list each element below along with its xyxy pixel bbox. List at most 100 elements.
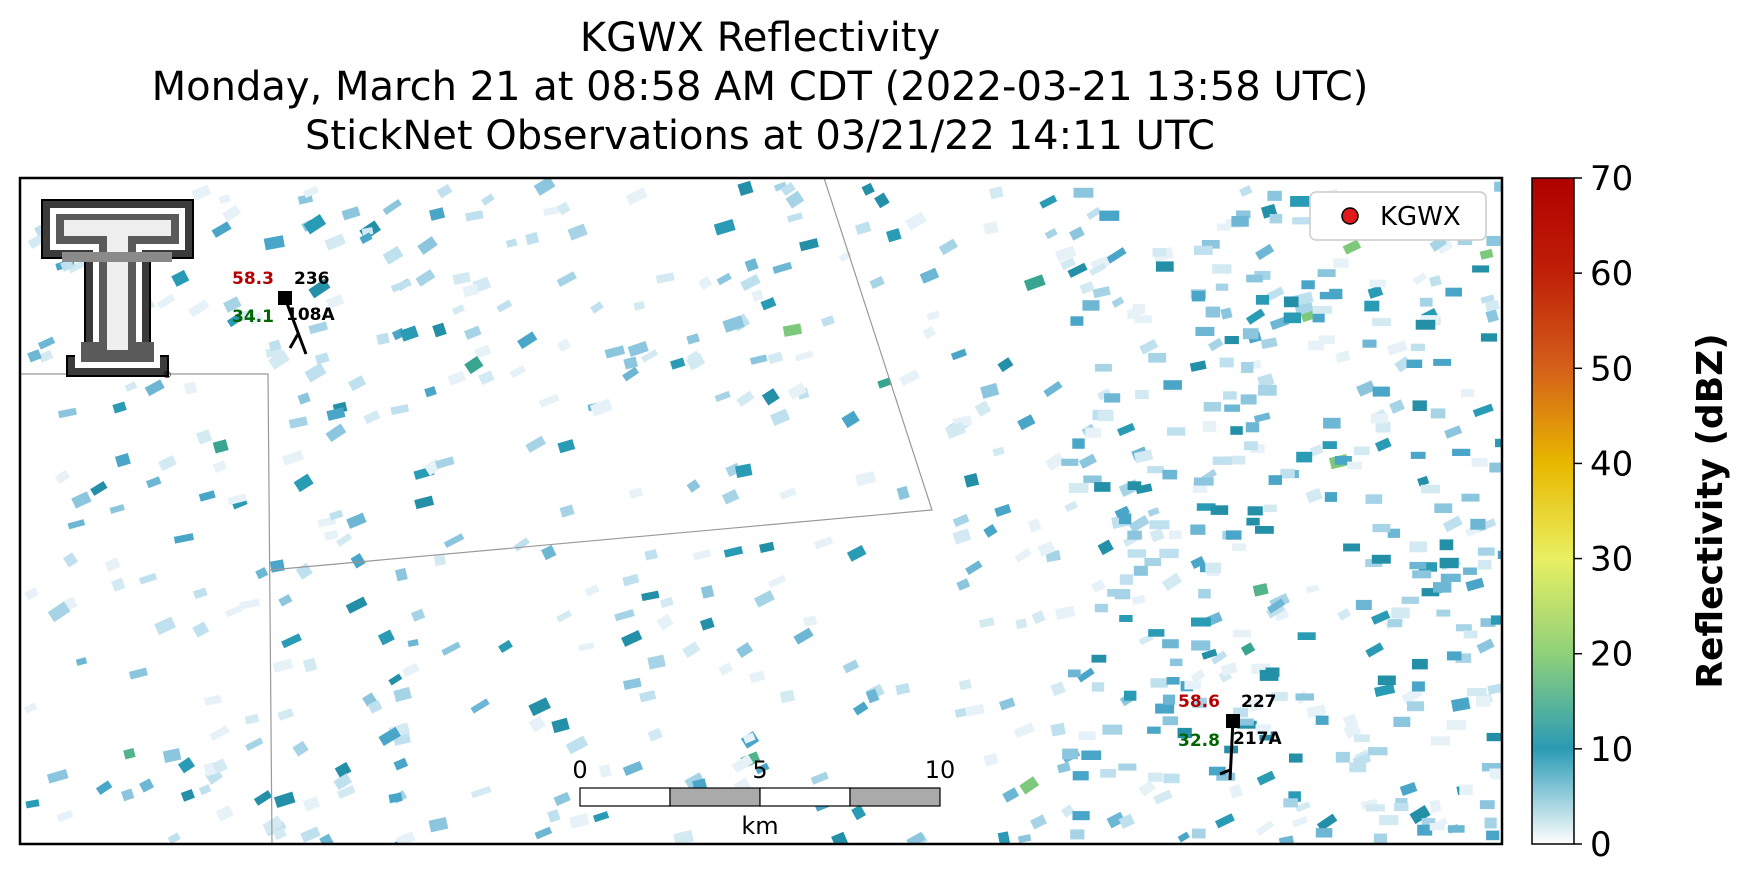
echo-pixel: [1201, 648, 1218, 660]
echo-pixel: [767, 351, 784, 365]
echo-pixel: [263, 235, 285, 251]
echo-pixel: [1418, 562, 1437, 572]
echo-pixel: [556, 610, 572, 623]
echo-pixel: [1354, 446, 1370, 456]
echo-pixel: [831, 831, 849, 844]
echo-pixel: [223, 296, 242, 313]
echo-pixel: [851, 804, 867, 821]
echo-pixel: [749, 354, 768, 365]
echo-pixel: [1144, 558, 1161, 566]
echo-pixel: [737, 180, 754, 196]
echo-pixel: [1420, 315, 1439, 323]
station-217a-temperature: 58.6: [1178, 692, 1220, 712]
echo-pixel: [1258, 384, 1277, 396]
echo-pixel: [505, 238, 518, 248]
echo-pixel: [1288, 791, 1301, 802]
echo-pixel: [1069, 226, 1085, 241]
echo-pixel: [382, 198, 402, 215]
echo-pixel: [273, 791, 296, 809]
station-108a-id: 108A: [286, 305, 335, 325]
echo-pixel: [1412, 272, 1428, 285]
echo-pixel: [443, 533, 465, 549]
echo-pixel: [341, 206, 361, 221]
echo-pixel: [1177, 831, 1190, 843]
echo-pixel: [1412, 400, 1427, 411]
echo-pixel: [698, 275, 713, 290]
echo-pixel: [622, 366, 640, 382]
echo-pixel: [647, 727, 663, 742]
echo-pixel: [623, 356, 638, 370]
echo-pixel: [1149, 520, 1170, 530]
echo-pixel: [622, 760, 644, 776]
echo-pixel: [584, 584, 600, 597]
echo-pixel: [67, 259, 87, 274]
echo-pixel: [528, 715, 546, 733]
echo-pixel: [1301, 280, 1315, 290]
echo-pixel: [173, 533, 194, 544]
echo-pixel: [1097, 539, 1114, 556]
echo-pixel: [1452, 448, 1471, 456]
echo-pixel: [803, 615, 818, 627]
echo-pixel: [225, 605, 243, 618]
scale-bar: 0 5 10 km: [572, 756, 955, 840]
echo-pixel: [1167, 427, 1186, 436]
colorbar-tick-label: 10: [1590, 730, 1633, 770]
echo-pixel: [1147, 466, 1164, 474]
echo-pixel: [1315, 828, 1333, 838]
echo-pixel: [1335, 350, 1351, 364]
echo-pixel: [622, 677, 642, 690]
echo-pixel: [154, 616, 177, 636]
echo-pixel: [1220, 307, 1233, 320]
echo-pixel: [1372, 386, 1390, 397]
echo-pixel: [1475, 695, 1490, 707]
echo-pixel: [692, 549, 712, 561]
echo-pixel: [1162, 469, 1178, 480]
echo-pixel: [1461, 493, 1480, 502]
echo-pixel: [547, 809, 561, 823]
echo-pixel: [1296, 451, 1313, 463]
echo-pixel: [1259, 731, 1275, 741]
echo-pixel: [1335, 751, 1350, 763]
echo-pixel: [67, 519, 86, 530]
echo-pixel: [1349, 762, 1367, 773]
echo-pixel: [1233, 707, 1249, 718]
echo-pixel: [1305, 584, 1320, 594]
echo-pixel: [895, 683, 911, 696]
echo-pixel: [1459, 784, 1473, 795]
station-108a-temperature: 58.3: [232, 269, 274, 289]
echo-pixel: [865, 688, 880, 704]
echo-pixel: [297, 392, 311, 405]
echo-pixel: [590, 301, 604, 314]
echo-pixel: [1375, 421, 1391, 433]
echo-pixel: [1263, 504, 1277, 513]
echo-pixel: [1463, 567, 1477, 575]
echo-pixel: [1372, 318, 1392, 327]
echo-pixel: [793, 627, 814, 645]
echo-pixel: [841, 410, 860, 429]
echo-pixel: [393, 686, 412, 703]
echo-pixel: [278, 594, 293, 607]
colorbar: 0 10 20 30 40 50 60 70 Reflectivity (dBZ): [1531, 159, 1731, 865]
echo-pixel: [47, 601, 71, 623]
echo-pixel: [1319, 291, 1338, 300]
echo-pixel: [723, 545, 744, 558]
echo-pixel: [1487, 682, 1502, 695]
echo-pixel: [963, 473, 980, 488]
echo-pixel: [1406, 701, 1425, 712]
echo-pixel: [1467, 688, 1487, 696]
echo-pixel: [1412, 570, 1432, 579]
echo-pixel: [1372, 523, 1391, 533]
echo-pixel: [376, 332, 390, 345]
scale-tick-10: 10: [925, 756, 956, 784]
echo-pixel: [1212, 456, 1233, 465]
station-217a-id: 217A: [1233, 729, 1282, 749]
echo-pixel: [1255, 724, 1271, 735]
echo-pixel: [1162, 694, 1176, 705]
echo-pixel: [877, 377, 892, 389]
echo-pixel: [735, 463, 753, 478]
echo-pixel: [1037, 541, 1056, 557]
echo-pixel: [1387, 528, 1401, 538]
echo-pixel: [744, 258, 759, 272]
echo-pixel: [1127, 549, 1147, 558]
echo-pixel: [639, 690, 657, 703]
